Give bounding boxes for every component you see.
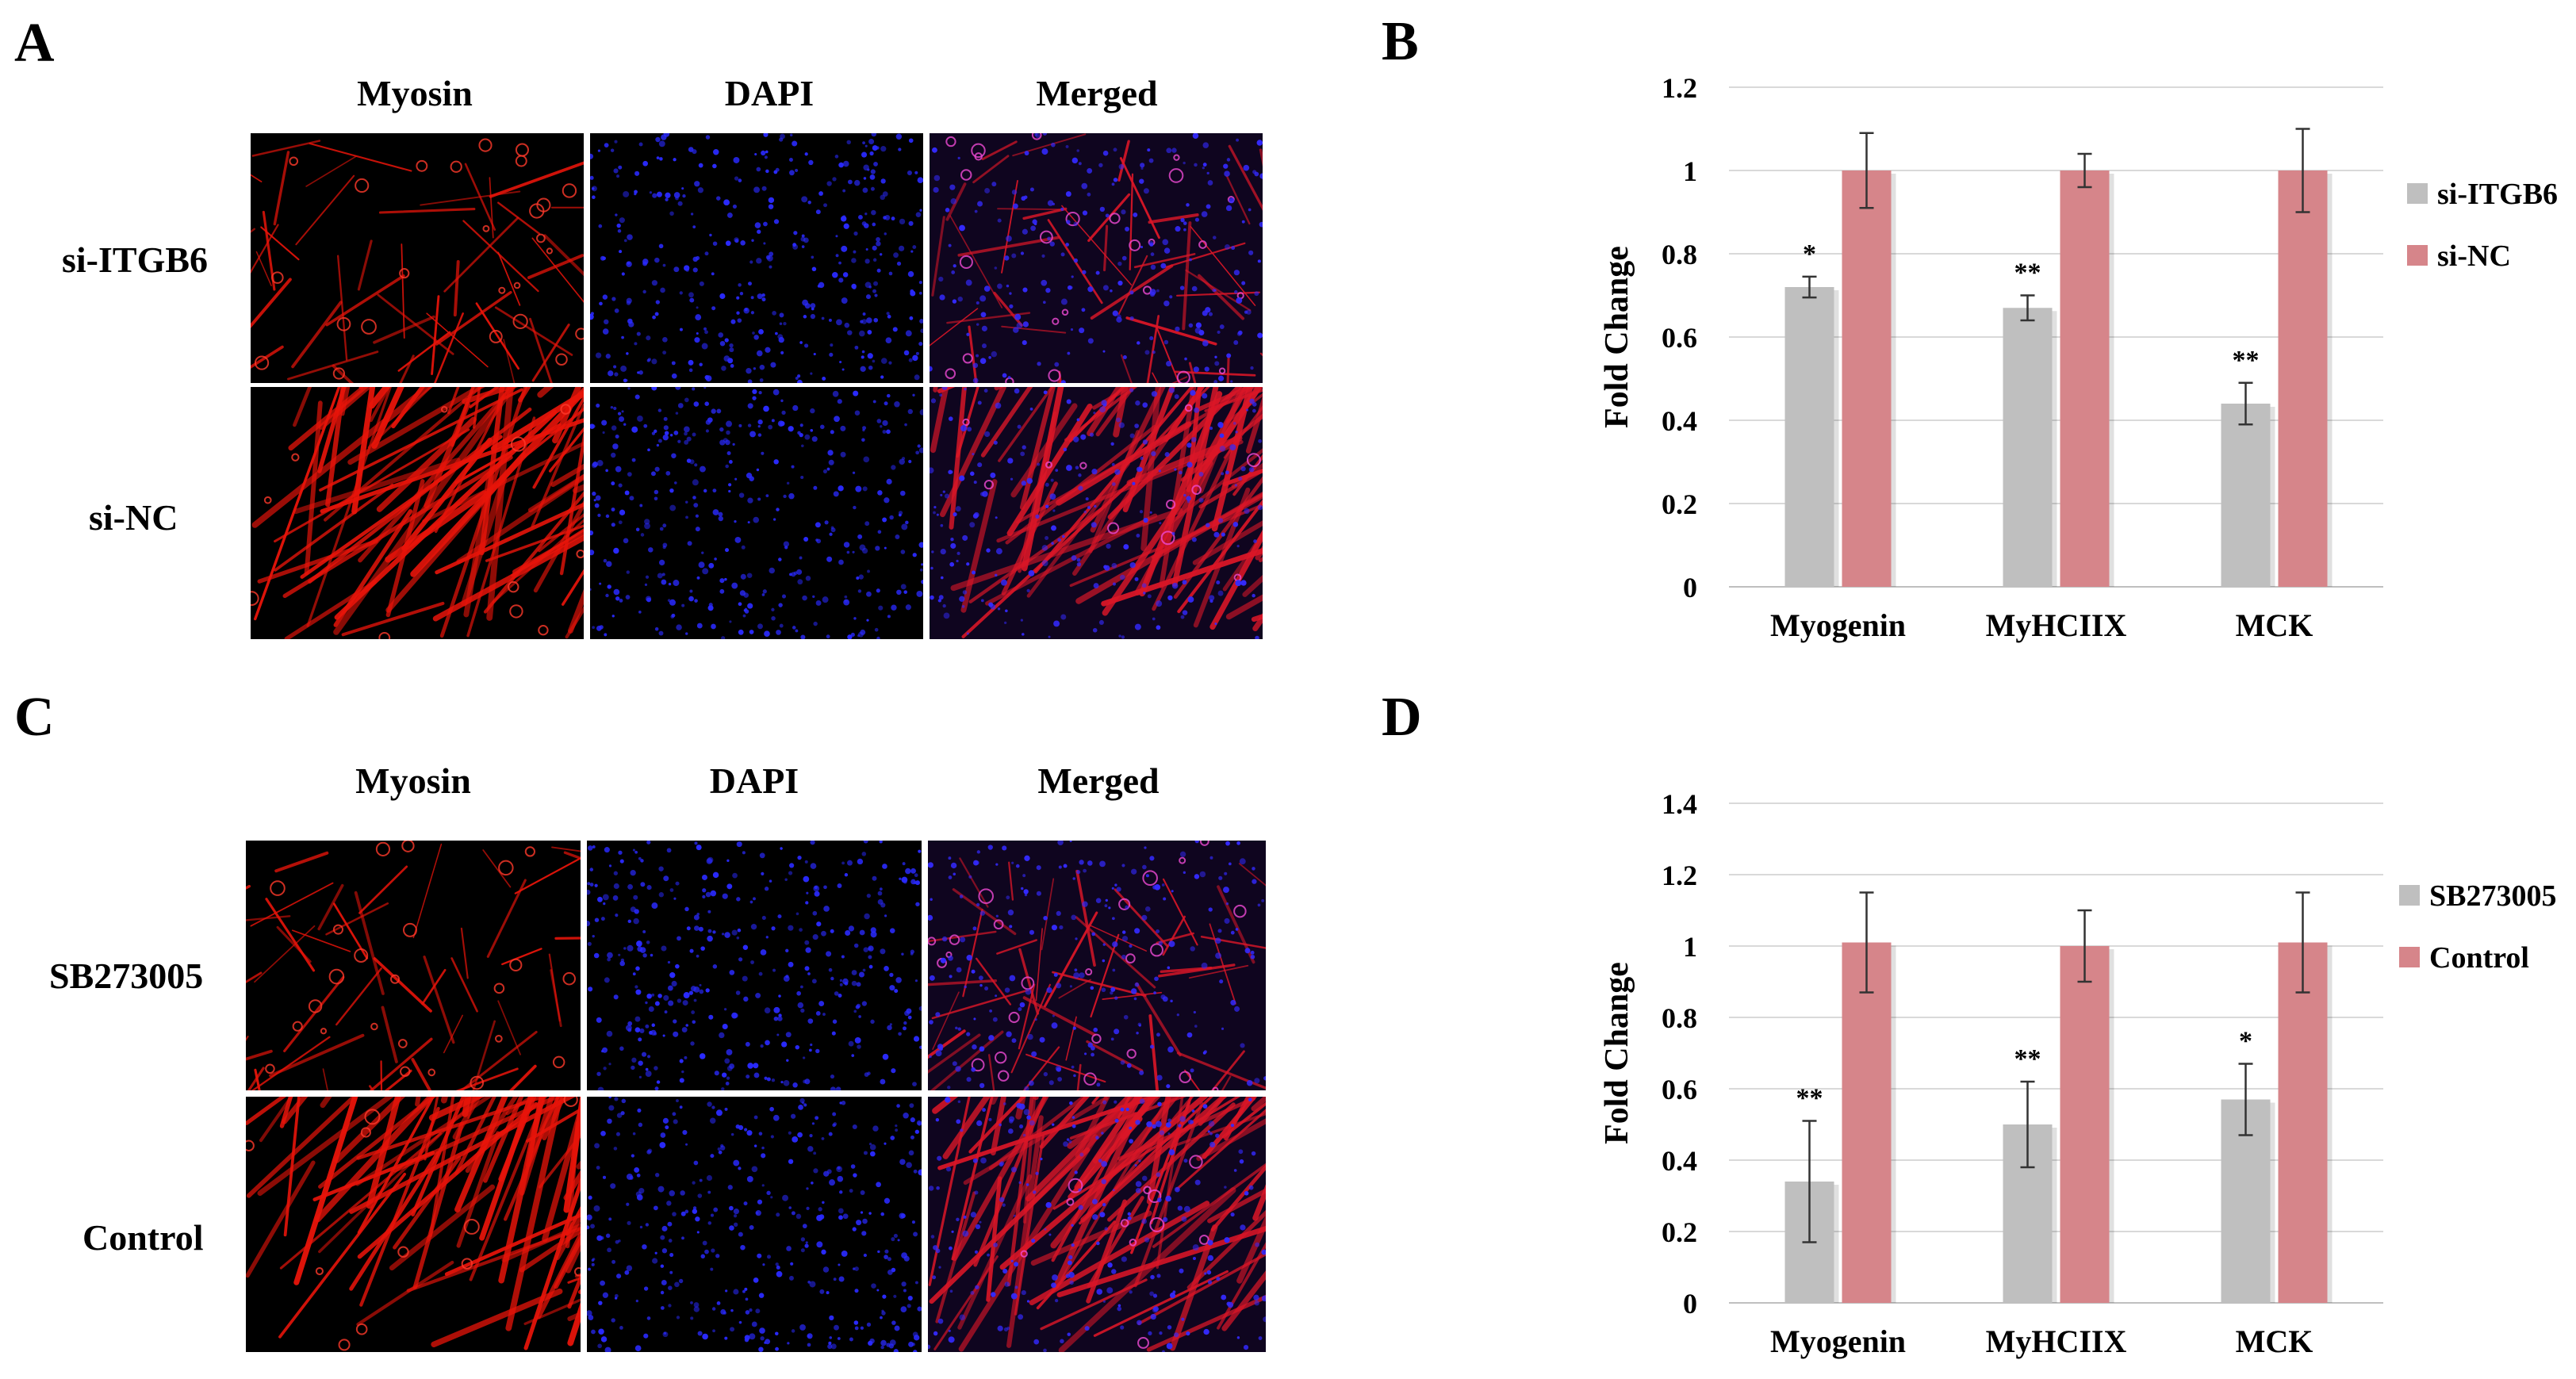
d-legend-label: SB273005 [2429, 879, 2556, 913]
micrograph-si-itgb6-dapi [590, 133, 923, 383]
b-error-bar [2077, 152, 2092, 189]
d-bar-control-1 [2060, 946, 2110, 1303]
micrograph-si-nc-dapi [590, 387, 923, 639]
b-bar-control-2 [2278, 170, 2328, 587]
b-y-tick-label: 0.2 [1662, 488, 1697, 520]
b-category-label: MyHCIIX [1986, 607, 2127, 643]
b-y-tick-label: 0.4 [1662, 405, 1697, 437]
b-error-bar [2238, 381, 2253, 426]
b-bar-shadow [2283, 174, 2333, 587]
d-error-bar [2077, 909, 2092, 983]
panel-label-a: A [14, 13, 55, 74]
row-label-si-itgb6: si-ITGB6 [62, 239, 209, 280]
panel-label-d: D [1382, 687, 1422, 748]
row-label-si-nc: si-NC [89, 497, 178, 538]
d-category-label: MCK [2236, 1323, 2313, 1359]
d-error-bar [2295, 891, 2310, 994]
d-bar-shadow [1846, 945, 1896, 1303]
micrograph-control-myosin [246, 1097, 581, 1352]
b-bar-treatment-2 [2221, 404, 2271, 587]
d-y-tick-label: 0.8 [1662, 1002, 1697, 1034]
column-header-myosin: Myosin [357, 73, 473, 113]
b-legend-swatch [2407, 245, 2428, 266]
b-bar-shadow [2007, 311, 2057, 587]
b-bar-shadow [1789, 290, 1839, 587]
b-bar-treatment-1 [2003, 308, 2053, 587]
d-significance-marker: ** [2014, 1044, 2041, 1074]
panel-label-b: B [1382, 11, 1419, 72]
micrograph-sb273005-myosin [246, 841, 581, 1090]
d-bar-shadow [2283, 945, 2333, 1303]
d-y-tick-label: 0.2 [1662, 1216, 1697, 1248]
d-error-bar [2238, 1063, 2253, 1136]
micrograph-si-nc-myosin [251, 387, 584, 639]
column-header-dapi-c: DAPI [709, 760, 799, 801]
d-significance-marker: * [2239, 1027, 2252, 1056]
b-bar-treatment-0 [1784, 287, 1834, 587]
b-legend-label: si-NC [2437, 239, 2511, 273]
d-legend-swatch [2399, 947, 2420, 967]
d-y-tick-label: 1.4 [1662, 788, 1697, 820]
b-y-tick-label: 0.6 [1662, 322, 1697, 354]
column-header-myosin-c: Myosin [355, 760, 471, 801]
b-legend-swatch [2407, 183, 2428, 204]
micrograph-sb273005-merged [928, 841, 1266, 1090]
micrograph-control-dapi [587, 1097, 922, 1352]
d-y-tick-label: 0.6 [1662, 1074, 1697, 1105]
micrograph-si-itgb6-myosin [251, 133, 584, 383]
b-y-tick-label: 1 [1683, 155, 1697, 187]
d-bar-shadow [2064, 949, 2114, 1303]
d-error-bar [2020, 1080, 2035, 1169]
d-bar-control-2 [2278, 942, 2328, 1303]
b-y-tick-label: 0.8 [1662, 239, 1697, 270]
micrograph-si-nc-merged [930, 387, 1263, 639]
b-error-bar [1859, 132, 1874, 209]
b-legend-label: si-ITGB6 [2437, 178, 2558, 211]
row-label-control: Control [82, 1217, 204, 1258]
b-category-label: Myogenin [1770, 607, 1906, 643]
d-bar-control-0 [1842, 942, 1892, 1303]
d-y-axis-label: Fold Change [1599, 962, 1635, 1144]
d-bar-shadow [1789, 1185, 1839, 1303]
d-bar-treatment-0 [1784, 1182, 1834, 1303]
d-bar-shadow [2225, 1102, 2275, 1303]
b-bar-shadow [2225, 407, 2275, 587]
micrograph-si-itgb6-merged [930, 133, 1263, 383]
b-bar-shadow [1846, 174, 1896, 587]
b-error-bar [1802, 275, 1817, 299]
b-y-axis-label: Fold Change [1599, 246, 1635, 428]
d-significance-marker: ** [1796, 1084, 1823, 1113]
d-bar-treatment-1 [2003, 1124, 2053, 1303]
b-y-tick-label: 0 [1683, 572, 1697, 603]
b-error-bar [2295, 128, 2310, 213]
d-category-label: MyHCIIX [1986, 1323, 2127, 1359]
b-y-tick-label: 1.2 [1662, 72, 1697, 104]
b-category-label: MCK [2236, 607, 2313, 643]
d-legend-swatch [2399, 885, 2420, 906]
d-y-tick-label: 1.2 [1662, 860, 1697, 891]
b-error-bar [2020, 294, 2035, 322]
row-label-sb273005: SB273005 [49, 956, 204, 996]
column-header-merged: Merged [1036, 73, 1158, 113]
d-y-tick-label: 0 [1683, 1288, 1697, 1320]
b-bar-control-0 [1842, 170, 1892, 587]
b-significance-marker: ** [2014, 259, 2041, 288]
micrograph-control-merged [928, 1097, 1266, 1352]
d-legend-label: Control [2429, 941, 2529, 975]
micrograph-sb273005-dapi [587, 841, 922, 1090]
d-y-tick-label: 1 [1683, 931, 1697, 963]
column-header-merged-c: Merged [1037, 760, 1160, 801]
d-category-label: Myogenin [1770, 1323, 1906, 1359]
panel-label-c: C [14, 687, 55, 748]
d-error-bar [1859, 891, 1874, 994]
column-header-dapi: DAPI [724, 73, 815, 113]
d-bar-treatment-2 [2221, 1099, 2271, 1303]
d-bar-shadow [2007, 1128, 2057, 1303]
b-bar-shadow [2064, 174, 2114, 587]
d-y-tick-label: 0.4 [1662, 1145, 1697, 1177]
b-significance-marker: * [1803, 239, 1816, 269]
b-bar-control-1 [2060, 170, 2110, 587]
d-error-bar [1802, 1120, 1817, 1243]
b-significance-marker: ** [2233, 346, 2260, 375]
